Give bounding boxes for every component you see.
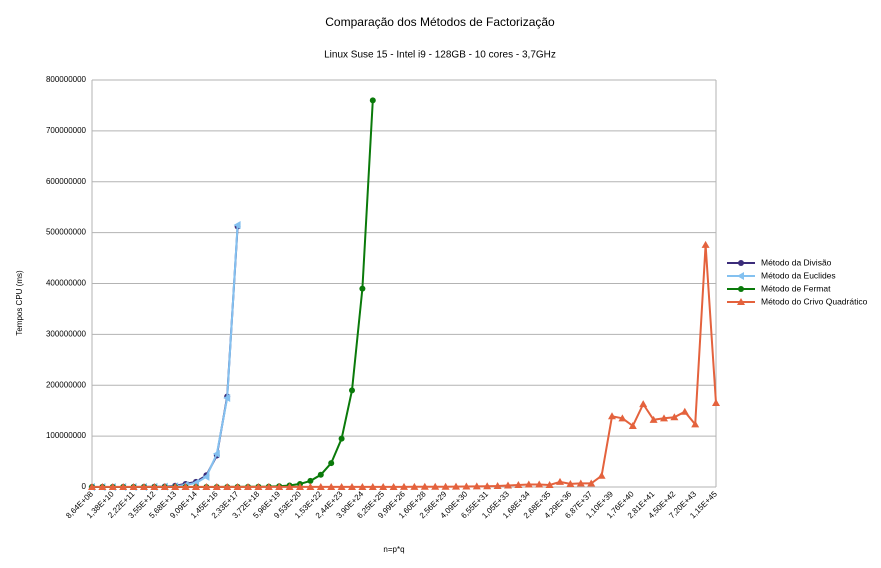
data-point bbox=[181, 482, 190, 490]
y-tick-label: 300000000 bbox=[46, 329, 87, 338]
data-point bbox=[349, 387, 355, 394]
data-point bbox=[483, 482, 492, 490]
data-point bbox=[452, 482, 460, 490]
data-point bbox=[306, 482, 315, 490]
data-point bbox=[358, 482, 367, 490]
data-point bbox=[285, 482, 294, 490]
data-point bbox=[328, 460, 335, 467]
y-tick-label: 500000000 bbox=[46, 228, 87, 237]
legend-marker bbox=[738, 286, 744, 292]
data-point bbox=[171, 482, 180, 490]
data-point bbox=[192, 482, 200, 490]
data-point bbox=[431, 482, 440, 490]
data-point bbox=[150, 482, 159, 490]
data-point bbox=[88, 482, 96, 490]
data-point bbox=[160, 482, 169, 490]
legend-marker bbox=[737, 272, 744, 280]
data-point bbox=[223, 393, 231, 402]
data-point bbox=[545, 480, 554, 488]
data-point bbox=[212, 482, 221, 490]
legend-label: Método da Divisão bbox=[761, 257, 832, 267]
data-point bbox=[212, 449, 220, 458]
data-point bbox=[691, 420, 700, 428]
data-point bbox=[307, 477, 314, 484]
data-point bbox=[493, 481, 502, 489]
data-point bbox=[317, 471, 324, 478]
data-point bbox=[275, 482, 284, 490]
data-point bbox=[316, 482, 325, 490]
data-point bbox=[119, 482, 128, 490]
data-point bbox=[296, 482, 304, 490]
data-point bbox=[462, 482, 471, 490]
x-axis-label: n=p*q bbox=[383, 545, 404, 554]
data-point bbox=[389, 482, 398, 490]
data-point bbox=[129, 482, 138, 490]
data-point bbox=[337, 482, 346, 490]
data-point bbox=[587, 479, 596, 487]
data-point bbox=[254, 482, 263, 490]
y-tick-label: 0 bbox=[82, 482, 87, 491]
data-point bbox=[338, 435, 345, 442]
data-point bbox=[202, 482, 211, 490]
data-point bbox=[410, 482, 419, 490]
legend-label: Método do Crivo Quadrático bbox=[761, 296, 868, 306]
chart-subtitle: Linux Suse 15 - Intel i9 - 128GB - 10 co… bbox=[324, 50, 556, 61]
data-point bbox=[556, 477, 564, 485]
data-point bbox=[472, 482, 481, 490]
y-tick-label: 800000000 bbox=[46, 75, 87, 84]
data-point bbox=[264, 482, 273, 490]
data-point bbox=[368, 482, 377, 490]
legend-label: Método da Euclides bbox=[761, 270, 836, 280]
y-tick-label: 600000000 bbox=[46, 177, 87, 186]
data-point bbox=[441, 482, 450, 490]
legend-label: Método de Fermat bbox=[761, 283, 831, 293]
data-point bbox=[233, 220, 241, 229]
y-tick-label: 700000000 bbox=[46, 126, 87, 135]
data-point bbox=[504, 481, 512, 489]
data-point bbox=[379, 482, 388, 490]
data-point bbox=[680, 407, 689, 415]
data-point bbox=[618, 414, 627, 422]
data-point bbox=[420, 482, 429, 490]
y-tick-label: 200000000 bbox=[46, 380, 87, 389]
y-tick-label: 100000000 bbox=[46, 431, 87, 440]
data-point bbox=[359, 285, 366, 292]
data-point bbox=[670, 413, 679, 421]
data-point bbox=[639, 400, 648, 408]
data-point bbox=[223, 482, 232, 490]
data-point bbox=[628, 421, 637, 429]
data-point bbox=[597, 471, 606, 479]
data-point bbox=[566, 479, 575, 487]
data-point bbox=[400, 482, 408, 490]
data-point bbox=[535, 480, 544, 488]
data-point bbox=[649, 415, 658, 423]
y-tick-label: 400000000 bbox=[46, 279, 87, 288]
data-point bbox=[98, 482, 107, 490]
data-point bbox=[233, 482, 242, 490]
data-point bbox=[608, 412, 616, 420]
y-axis-label: Tempos CPU (ms) bbox=[15, 270, 24, 336]
legend-marker bbox=[737, 298, 745, 305]
data-point bbox=[327, 482, 336, 490]
data-point bbox=[514, 480, 523, 488]
data-point bbox=[576, 479, 585, 487]
data-point bbox=[348, 482, 356, 490]
data-point bbox=[660, 414, 668, 422]
data-point bbox=[140, 482, 148, 490]
data-point bbox=[712, 399, 720, 407]
data-point bbox=[202, 472, 210, 481]
data-point bbox=[701, 240, 710, 248]
chart-title: Comparação dos Métodos de Factorização bbox=[325, 15, 555, 29]
data-point bbox=[524, 480, 533, 488]
legend-marker bbox=[738, 260, 744, 266]
data-point bbox=[108, 482, 117, 490]
data-point bbox=[244, 482, 252, 490]
data-point bbox=[369, 97, 376, 104]
